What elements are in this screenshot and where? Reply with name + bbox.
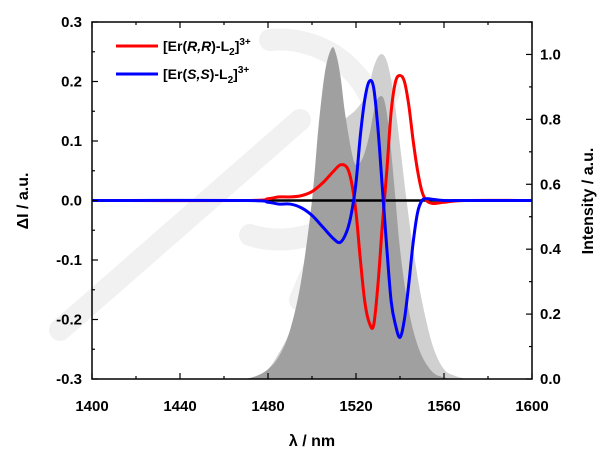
y-left-tick-label: 0.3 [61, 14, 82, 31]
legend: [Er(R,R)-L2]3+ [Er(S,S)-L2]3+ [116, 37, 251, 86]
y-left-tick-label: 0.2 [61, 74, 82, 91]
legend-label: [Er(S,S)-L2]3+ [163, 65, 249, 86]
y-left-tick-label: -0.2 [56, 312, 82, 329]
axis-tick-labels: 1400 1440 1480 1520 1560 1600 -0.3 -0.2 -0.1 0.0 0… [56, 14, 561, 415]
y-right-tick-label: 0.6 [540, 176, 561, 193]
y-right-tick-label: 0.4 [540, 241, 562, 258]
axis-ticks [91, 21, 533, 380]
x-tick-label: 1520 [339, 398, 372, 415]
x-tick-label: 1600 [515, 398, 548, 415]
x-tick-label: 1560 [427, 398, 460, 415]
x-tick-label: 1440 [163, 398, 196, 415]
x-tick-label: 1480 [251, 398, 284, 415]
x-axis-title: λ / nm [289, 433, 335, 450]
y-right-tick-label: 0.0 [540, 371, 561, 388]
y-axis-left-title: ΔI / a.u. [15, 173, 32, 230]
series-line-ss [92, 78, 532, 339]
y-left-tick-label: -0.3 [56, 371, 82, 388]
y-right-tick-label: 1.0 [540, 46, 561, 63]
y-left-tick-label: 0.1 [61, 133, 82, 150]
legend-label: [Er(R,R)-L2]3+ [163, 37, 251, 58]
series-line-rr [92, 74, 532, 330]
y-left-tick-label: -0.1 [56, 252, 82, 269]
y-axis-right-title: Intensity / a.u. [580, 148, 597, 255]
y-right-tick-label: 0.2 [540, 306, 561, 323]
x-tick-label: 1400 [75, 398, 108, 415]
y-right-tick-label: 0.8 [540, 111, 561, 128]
series-lines [92, 74, 532, 339]
y-left-tick-label: 0.0 [61, 193, 82, 210]
